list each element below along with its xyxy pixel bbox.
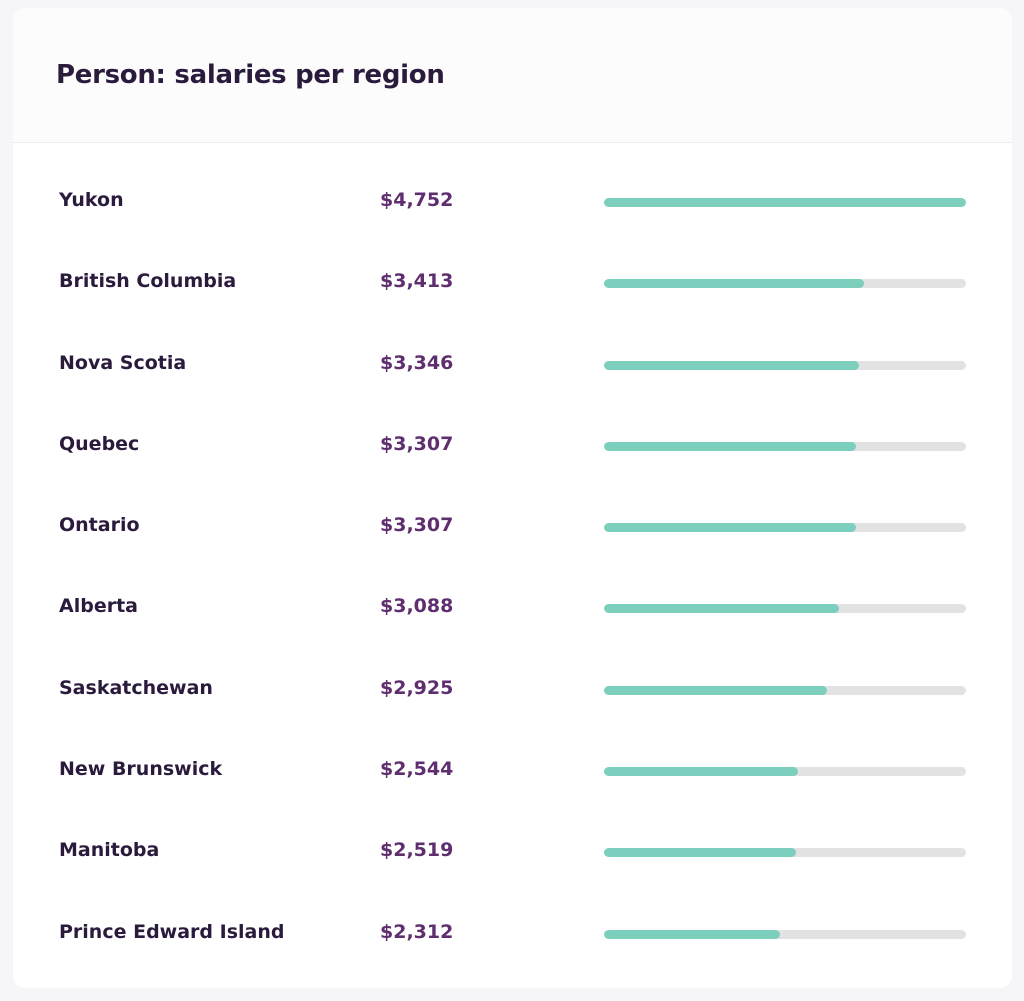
salary-bar-track — [604, 767, 966, 777]
salary-bar-track — [604, 848, 966, 858]
region-row: Manitoba $2,519 — [13, 812, 1012, 893]
salary-value: $2,925 — [380, 676, 454, 699]
salary-value: $2,519 — [380, 839, 454, 862]
region-row: Quebec $3,307 — [13, 406, 1012, 487]
salary-bar-fill — [604, 198, 966, 207]
salary-bar-fill — [604, 767, 798, 777]
region-list: Yukon $4,752 British Columbia $3,413 Nova Sc… — [13, 162, 1012, 975]
region-name: Manitoba — [59, 839, 160, 862]
salary-bar-fill — [604, 685, 827, 695]
salaries-card: Person: salaries per region Yukon $4,752 B… — [13, 8, 1012, 988]
region-row: Ontario $3,307 — [13, 487, 1012, 568]
region-row: Prince Edward Island $2,312 — [13, 894, 1012, 975]
region-row: Alberta $3,088 — [13, 568, 1012, 649]
region-row: New Brunswick $2,544 — [13, 731, 1012, 812]
card-header: Person: salaries per region — [13, 8, 1012, 143]
salary-bar-fill — [604, 360, 859, 370]
region-name: Ontario — [59, 514, 140, 537]
salary-value: $2,544 — [380, 758, 454, 781]
region-row: British Columbia $3,413 — [13, 243, 1012, 324]
salary-bar-fill — [604, 848, 796, 858]
salary-bar-fill — [604, 441, 856, 451]
region-name: British Columbia — [59, 270, 237, 293]
region-name: Saskatchewan — [59, 676, 213, 699]
salary-bar-track — [604, 441, 966, 451]
region-name: Prince Edward Island — [59, 920, 285, 943]
salary-value: $3,346 — [380, 351, 454, 374]
salary-value: $3,088 — [380, 595, 454, 618]
salary-bar-track — [604, 929, 966, 939]
region-name: Alberta — [59, 595, 138, 618]
salary-bar-fill — [604, 523, 856, 533]
salary-bar-track — [604, 523, 966, 533]
region-name: New Brunswick — [59, 758, 223, 781]
salary-bar-fill — [604, 604, 840, 614]
salary-value: $2,312 — [380, 920, 454, 943]
region-row: Yukon $4,752 — [13, 162, 1012, 243]
salary-bar-track — [604, 685, 966, 695]
salary-bar-track — [604, 279, 966, 289]
salary-value: $3,307 — [380, 432, 454, 455]
region-row: Nova Scotia $3,346 — [13, 325, 1012, 406]
salary-bar-track — [604, 198, 966, 207]
region-row: Saskatchewan $2,925 — [13, 650, 1012, 731]
salary-value: $3,307 — [380, 514, 454, 537]
region-name: Yukon — [59, 189, 124, 211]
salary-bar-fill — [604, 929, 781, 939]
salary-bar-track — [604, 360, 966, 370]
region-name: Quebec — [59, 432, 140, 455]
card-title: Person: salaries per region — [56, 60, 445, 90]
salary-value: $4,752 — [380, 189, 454, 211]
region-name: Nova Scotia — [59, 351, 187, 374]
salary-bar-track — [604, 604, 966, 614]
salary-value: $3,413 — [380, 270, 454, 293]
salary-bar-fill — [604, 279, 864, 289]
